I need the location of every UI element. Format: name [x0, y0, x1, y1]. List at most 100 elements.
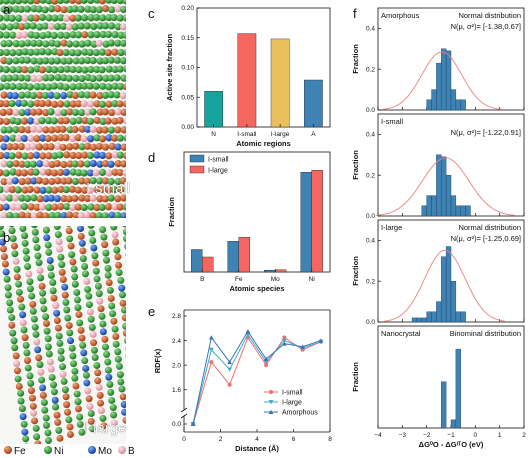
atom: [117, 82, 125, 91]
bar-b-i-large: [202, 256, 214, 273]
atom: [21, 66, 29, 74]
atom: [42, 109, 50, 117]
atom: [107, 91, 115, 99]
atom: [105, 65, 113, 73]
atom: [73, 296, 81, 304]
atom: [96, 160, 104, 168]
atom: [113, 74, 121, 82]
atom: [95, 126, 104, 134]
point-amorphous: [208, 335, 214, 340]
atom: [96, 91, 104, 100]
atom: [12, 126, 20, 134]
atom: [120, 74, 126, 82]
atom: [107, 126, 116, 134]
atom: [115, 261, 123, 269]
atom: [132, 304, 139, 311]
atom: [22, 435, 30, 443]
atom: [98, 219, 105, 226]
atom: [20, 31, 29, 39]
atom: [71, 194, 79, 202]
atom: [65, 57, 73, 65]
atom: [41, 406, 49, 414]
atom: [59, 276, 67, 284]
atom: [86, 151, 95, 160]
simulation-panel-b: b I-large: [0, 219, 139, 444]
hist-bar: [450, 89, 457, 111]
atom: [53, 57, 62, 65]
atom: [85, 395, 93, 403]
atom: [33, 151, 41, 159]
atom: [48, 177, 56, 186]
atom: [2, 65, 10, 74]
atom: [101, 335, 109, 343]
atom: [61, 283, 69, 291]
atom: [89, 143, 98, 151]
histogram-amorphous: 0.0 0.2 0.4 Amorphous Normal distribution N(μ…: [351, 7, 525, 114]
x-tick-label: 8: [328, 436, 332, 443]
atom: [102, 74, 110, 82]
atom: [15, 134, 23, 143]
atom: [120, 306, 126, 314]
point-amorphous: [227, 359, 233, 365]
atom: [27, 66, 35, 74]
atom: [5, 74, 13, 82]
atom: [49, 279, 57, 287]
atom: [62, 0, 70, 4]
hist-bar: [441, 48, 447, 111]
atom: [60, 160, 68, 169]
atom: [27, 379, 35, 387]
atom: [123, 49, 126, 56]
y-axis-label: Fraction: [351, 150, 360, 180]
atom: [56, 49, 64, 57]
atom: [21, 428, 29, 436]
atom: [57, 117, 65, 125]
x-tick-label: 1: [498, 432, 502, 439]
atom: [51, 100, 59, 108]
atom: [35, 354, 43, 362]
atom: [110, 13, 118, 22]
atom: [97, 305, 105, 313]
atom: [95, 142, 104, 151]
atom: [60, 194, 68, 203]
atom: [9, 168, 17, 176]
atom: [87, 0, 95, 5]
atom: [38, 100, 46, 108]
atom: [14, 186, 22, 194]
atom: [9, 203, 17, 211]
atom: [77, 212, 85, 218]
atom: [78, 177, 86, 185]
atom: [35, 177, 43, 185]
atom: [80, 100, 88, 108]
atom: [45, 65, 53, 74]
atom: [65, 322, 73, 330]
y-tick-label: 0.2: [366, 172, 375, 179]
atom: [95, 39, 103, 47]
atom: [131, 297, 138, 304]
atom: [122, 226, 126, 228]
atom: [122, 31, 126, 39]
atom: [9, 235, 17, 243]
atom: [31, 228, 39, 236]
atom: [42, 219, 49, 226]
atom: [71, 177, 80, 186]
atom: [39, 152, 47, 160]
atom: [116, 14, 124, 22]
atom: [101, 91, 110, 99]
atom: [76, 413, 84, 421]
atom: [60, 92, 68, 100]
x-axis-label: Atomic species: [229, 284, 284, 293]
hist-bar: [436, 154, 442, 217]
atom: [65, 23, 73, 31]
atom: [38, 376, 46, 384]
atom: [33, 186, 41, 194]
atom: [19, 226, 27, 233]
atom: [21, 0, 29, 4]
atom: [30, 212, 38, 218]
atom: [57, 203, 65, 211]
atom: [90, 346, 98, 354]
atom: [120, 212, 126, 218]
atom: [86, 117, 95, 125]
atom: [63, 65, 71, 73]
atom: [36, 211, 44, 218]
y-axis-label: Fraction: [167, 197, 176, 227]
